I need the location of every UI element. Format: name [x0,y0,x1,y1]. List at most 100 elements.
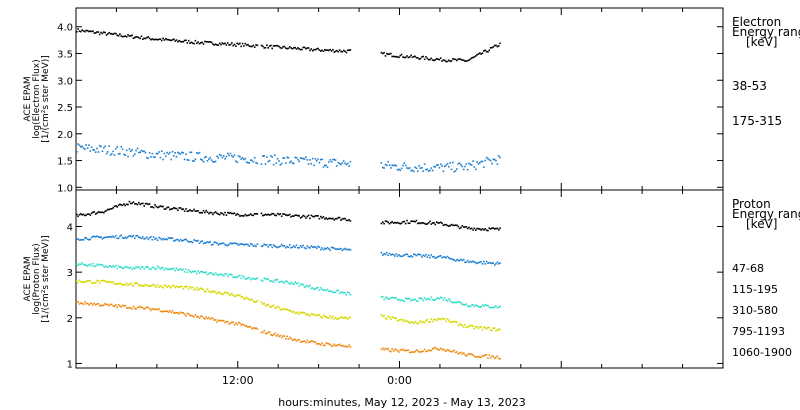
data-point [344,163,346,165]
data-point [122,36,124,38]
data-point [243,244,245,246]
data-point [298,215,300,217]
data-point [200,316,202,318]
data-point [77,238,79,240]
legend-series-47-68: 47-68 [732,262,764,275]
data-point [137,148,139,150]
data-point [282,245,284,247]
data-point [347,249,349,251]
data-point [188,159,190,161]
data-point [83,281,85,283]
data-point [188,288,190,290]
data-point [107,304,109,306]
data-point [381,349,383,351]
data-point [484,327,486,329]
data-point [184,239,186,241]
data-point [143,205,145,207]
data-point [94,282,96,284]
data-point [464,324,466,326]
data-point [493,327,495,329]
data-point [98,303,100,305]
data-point [344,218,346,220]
data-point [448,257,450,259]
data-point [316,343,318,345]
data-point [324,164,326,166]
data-point [466,226,468,228]
data-point [266,44,268,46]
data-point [394,222,396,224]
data-point [431,167,433,169]
data-point [327,49,329,51]
data-point [307,340,309,342]
data-point [284,245,286,247]
data-point [99,305,101,307]
data-point [138,266,140,268]
data-point [146,237,148,239]
data-point [321,342,323,344]
data-point [437,349,439,351]
data-point [181,152,183,154]
data-point [273,281,275,283]
data-point [228,244,230,246]
data-point [391,254,393,256]
data-point [130,203,132,205]
data-point [417,170,419,172]
data-point [338,290,340,292]
data-point [290,247,292,249]
data-point [422,170,424,172]
data-point [90,150,92,152]
data-point [262,280,264,282]
data-point [162,206,164,208]
data-point [246,215,248,217]
data-point [421,167,423,169]
data-point [147,239,149,241]
data-point [169,286,171,288]
data-point [150,206,152,208]
data-point [320,344,322,346]
data-point [126,237,128,239]
data-point [448,298,450,300]
data-point [456,225,458,227]
data-point [422,351,424,353]
data-point [267,278,269,280]
data-point [417,57,419,59]
data-point [281,337,283,339]
data-point [138,307,140,309]
data-point [479,356,481,358]
data-point [290,338,292,340]
data-point [145,203,147,205]
data-point [298,339,300,341]
data-point [414,56,416,58]
data-point [389,223,391,225]
data-point [293,245,295,247]
data-point [451,258,453,260]
data-point [145,152,147,154]
data-point [425,223,427,225]
data-point [490,47,492,49]
data-point [420,297,422,299]
data-point [440,297,442,299]
data-point [440,163,442,165]
data-point [464,354,466,356]
data-point [192,42,194,44]
data-point [482,263,484,265]
data-point [443,318,445,320]
data-point [296,283,298,285]
data-point [176,239,178,241]
data-point [123,203,125,205]
data-point [285,247,287,249]
data-point [218,244,220,246]
data-point [404,162,406,164]
data-point [348,165,350,167]
data-point [266,244,268,246]
data-point [220,320,222,322]
data-point [471,261,473,263]
data-point [305,314,307,316]
data-point [383,223,385,225]
data-point [499,157,501,159]
data-point [238,295,240,297]
data-point [152,239,154,241]
data-point [453,171,455,173]
data-point [115,33,117,35]
data-point [189,209,191,211]
